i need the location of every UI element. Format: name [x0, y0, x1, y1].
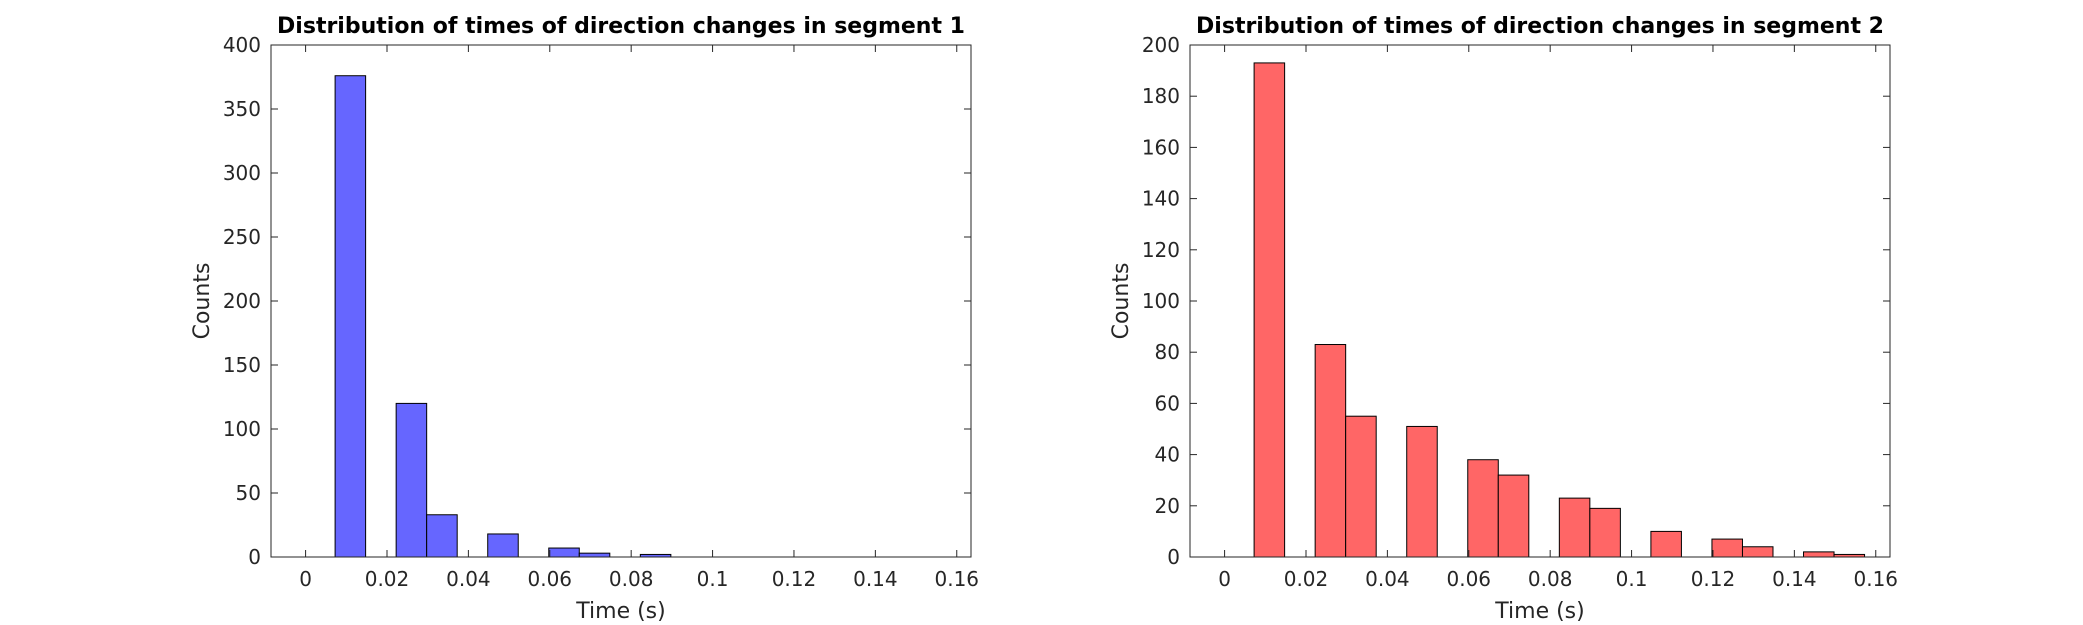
- y-tick-label-1-2: 100: [223, 417, 261, 441]
- bars-segment-2: [1253, 62, 1866, 558]
- y-axis-label-2: Counts: [1109, 263, 1134, 340]
- plot-area-1: [271, 45, 971, 557]
- y-tick-label-1-0: 0: [248, 545, 261, 569]
- x-tick-label-1-4: 0.08: [609, 567, 654, 591]
- bar-1-4: [548, 547, 580, 558]
- chart-title-2: Distribution of times of direction chang…: [1196, 14, 1884, 39]
- bar-1-5: [578, 552, 611, 558]
- bar-2-5: [1497, 474, 1530, 558]
- y-tick-label-2-10: 200: [1142, 33, 1180, 57]
- x-tick-label-2-3: 0.06: [1447, 567, 1492, 591]
- x-tick-label-1-2: 0.04: [446, 567, 491, 591]
- bar-2-1: [1314, 344, 1347, 558]
- y-tick-label-1-5: 250: [223, 225, 261, 249]
- x-tick-label-1-8: 0.16: [934, 567, 979, 591]
- x-tick-label-2-1: 0.02: [1284, 567, 1329, 591]
- y-tick-label-2-1: 20: [1155, 494, 1180, 518]
- bar-2-7: [1589, 507, 1621, 558]
- x-tick-label-2-2: 0.04: [1365, 567, 1410, 591]
- x-tick-label-1-5: 0.1: [697, 567, 729, 591]
- y-tick-label-2-5: 100: [1142, 289, 1180, 313]
- bar-2-0: [1253, 62, 1286, 558]
- bar-1-3: [487, 533, 519, 558]
- ticks-segment-1: 0 0.02 0.04 0.06 0.08 0.1 0.12 0.14 0.16 0 50 100 15…: [223, 33, 979, 591]
- y-tick-label-1-7: 350: [223, 97, 261, 121]
- y-tick-label-2-6: 120: [1142, 238, 1180, 262]
- chart-title-1: Distribution of times of direction chang…: [277, 14, 965, 39]
- x-tick-label-1-0: 0: [299, 567, 312, 591]
- y-tick-label-2-9: 180: [1142, 84, 1180, 108]
- x-tick-label-2-0: 0: [1218, 567, 1231, 591]
- x-tick-label-2-7: 0.14: [1772, 567, 1817, 591]
- x-tick-label-1-3: 0.06: [528, 567, 573, 591]
- bar-2-11: [1803, 551, 1835, 558]
- y-tick-label-1-4: 200: [223, 289, 261, 313]
- y-tick-label-2-0: 0: [1167, 545, 1180, 569]
- x-tick-label-2-5: 0.1: [1616, 567, 1648, 591]
- y-tick-label-1-1: 50: [236, 481, 261, 505]
- plot-area-2: [1190, 45, 1890, 557]
- x-tick-label-2-6: 0.12: [1691, 567, 1736, 591]
- bar-1-2: [426, 514, 458, 558]
- x-axis-label-2: Time (s): [1494, 599, 1584, 624]
- bar-2-3: [1406, 425, 1438, 558]
- y-tick-label-2-7: 140: [1142, 187, 1180, 211]
- x-tick-label-1-6: 0.12: [772, 567, 817, 591]
- y-tick-label-1-3: 150: [223, 353, 261, 377]
- bar-1-0: [334, 75, 367, 558]
- x-tick-label-1-1: 0.02: [365, 567, 410, 591]
- bar-2-2: [1345, 415, 1377, 558]
- y-tick-label-2-3: 60: [1155, 391, 1180, 415]
- x-tick-label-2-4: 0.08: [1528, 567, 1573, 591]
- x-tick-label-1-7: 0.14: [853, 567, 898, 591]
- bar-1-1: [395, 402, 428, 558]
- bar-2-4: [1467, 459, 1499, 558]
- y-tick-label-1-8: 400: [223, 33, 261, 57]
- bar-2-10: [1741, 546, 1774, 558]
- x-tick-label-2-8: 0.16: [1853, 567, 1898, 591]
- histogram-segment-2: 0 0.02 0.04 0.06 0.08 0.1 0.12 0.14 0.16 0 20 40 60 8…: [1109, 14, 1898, 624]
- bar-2-6: [1558, 497, 1591, 558]
- x-axis-label-1: Time (s): [575, 599, 665, 624]
- y-tick-label-2-4: 80: [1155, 340, 1180, 364]
- bars-segment-1: [334, 75, 672, 558]
- histogram-segment-1: 0 0.02 0.04 0.06 0.08 0.1 0.12 0.14 0.16 0 50 100 15…: [190, 14, 979, 624]
- y-tick-label-2-2: 40: [1155, 443, 1180, 467]
- y-tick-label-2-8: 160: [1142, 135, 1180, 159]
- bar-2-8: [1650, 530, 1682, 558]
- ticks-segment-2: 0 0.02 0.04 0.06 0.08 0.1 0.12 0.14 0.16 0 20 40 60 8…: [1142, 33, 1898, 591]
- y-tick-label-1-6: 300: [223, 161, 261, 185]
- bar-2-9: [1711, 538, 1743, 558]
- y-axis-label-1: Counts: [190, 263, 215, 340]
